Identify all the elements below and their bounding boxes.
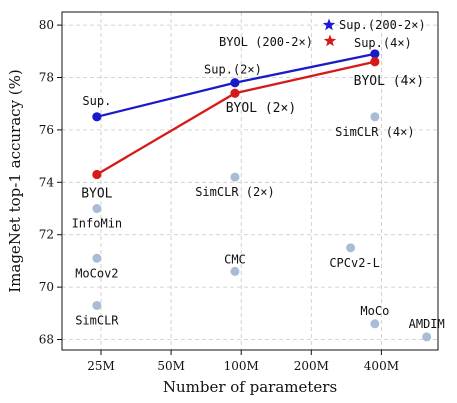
y-tick-label: 74 bbox=[39, 175, 55, 189]
point-label: BYOL bbox=[81, 186, 112, 201]
legend-label: Sup.(200-2×) bbox=[339, 18, 426, 32]
point-label: Sup. bbox=[82, 94, 111, 108]
legend-label: BYOL (200-2×) bbox=[219, 35, 313, 49]
point-other bbox=[230, 267, 239, 276]
point-other bbox=[370, 112, 379, 121]
x-tick-label: 25M bbox=[87, 359, 115, 373]
point-other bbox=[92, 254, 101, 263]
point-label: SimCLR (2×) bbox=[195, 185, 274, 199]
point-label: BYOL (4×) bbox=[354, 74, 424, 89]
y-tick-label: 78 bbox=[39, 71, 54, 85]
point-label: MoCo bbox=[360, 304, 389, 318]
point-other bbox=[92, 301, 101, 310]
point-label: CPCv2-L bbox=[329, 256, 380, 270]
point-other bbox=[346, 243, 355, 252]
point-other bbox=[422, 332, 431, 341]
y-tick-label: 76 bbox=[39, 123, 54, 137]
point-label: SimCLR (4×) bbox=[335, 125, 414, 139]
point-label: MoCov2 bbox=[75, 266, 118, 280]
point-other bbox=[230, 173, 239, 182]
point-other bbox=[92, 204, 101, 213]
point-other bbox=[370, 319, 379, 328]
point-byol bbox=[230, 89, 239, 98]
star-icon bbox=[324, 35, 336, 47]
point-label: AMDIM bbox=[409, 317, 445, 331]
point-sup bbox=[92, 112, 101, 121]
y-tick-label: 70 bbox=[39, 280, 54, 294]
point-label: SimCLR bbox=[75, 313, 119, 327]
x-axis-title: Number of parameters bbox=[163, 378, 337, 396]
point-label: InfoMin bbox=[72, 217, 123, 231]
point-sup bbox=[370, 49, 379, 58]
x-tick-label: 50M bbox=[157, 359, 185, 373]
point-byol bbox=[370, 57, 379, 66]
point-label: BYOL (2×) bbox=[226, 101, 296, 116]
point-label: Sup.(4×) bbox=[354, 36, 412, 50]
y-tick-label: 80 bbox=[39, 18, 54, 32]
y-axis-title: ImageNet top-1 accuracy (%) bbox=[6, 69, 24, 293]
y-tick-label: 68 bbox=[39, 333, 54, 347]
x-tick-label: 100M bbox=[224, 359, 259, 373]
point-sup bbox=[230, 78, 239, 87]
x-tick-label: 400M bbox=[364, 359, 399, 373]
y-tick-label: 72 bbox=[39, 228, 54, 242]
star-icon bbox=[323, 19, 335, 31]
point-label: Sup.(2×) bbox=[204, 63, 262, 77]
point-byol bbox=[92, 170, 101, 179]
point-labels: InfoMin MoCov2 SimCLR SimCLR (2×) CMC SimCLR … bbox=[72, 36, 445, 331]
x-tick-label: 200M bbox=[294, 359, 329, 373]
point-label: CMC bbox=[224, 252, 246, 266]
